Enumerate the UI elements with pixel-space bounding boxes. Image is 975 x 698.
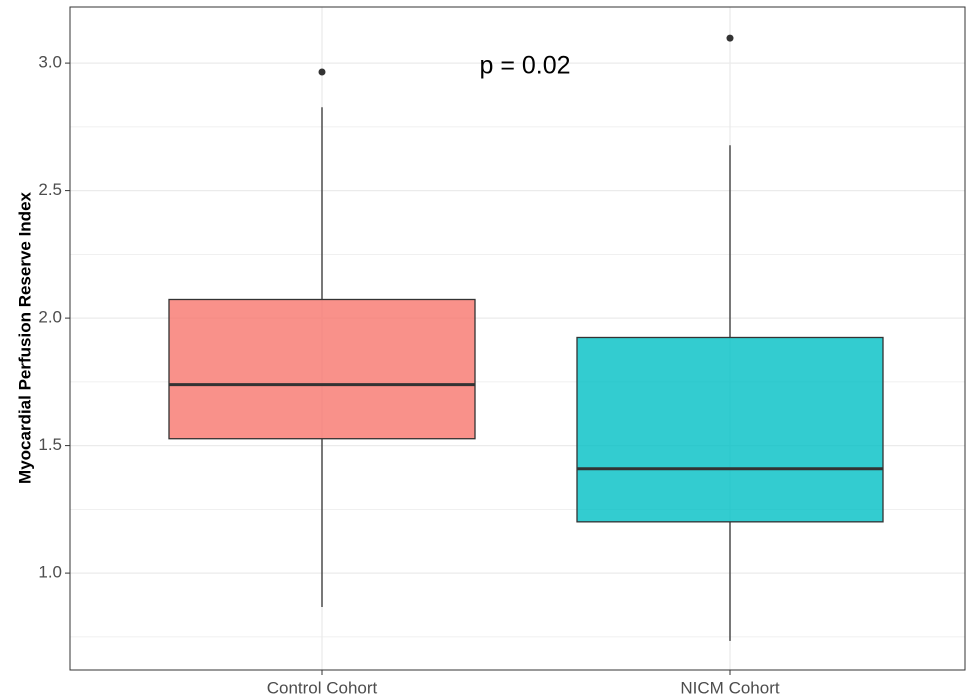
x-tick-label: Control Cohort	[267, 678, 378, 697]
y-tick-label: 3.0	[38, 53, 62, 72]
outlier	[726, 34, 734, 42]
y-tick-label: 1.5	[38, 435, 62, 454]
annotation: p = 0.02	[479, 52, 570, 80]
box	[576, 336, 884, 523]
y-tick-label: 2.5	[38, 180, 62, 199]
marks	[168, 34, 884, 641]
y-tick-label: 1.0	[38, 563, 62, 582]
panel-border	[69, 6, 966, 671]
y-axis-label: Myocardial Perfusion Reserve Index	[15, 191, 34, 483]
box	[168, 298, 476, 440]
outlier	[318, 68, 326, 76]
y-tick-label: 2.0	[38, 308, 62, 327]
x-tick-label: NICM Cohort	[680, 678, 779, 697]
